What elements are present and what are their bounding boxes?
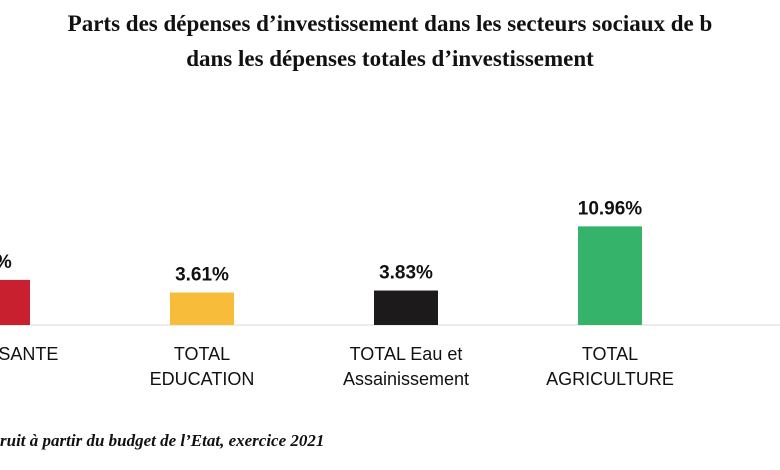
bar-1 (170, 292, 234, 325)
category-label-2-line-1: Assainissement (343, 369, 469, 389)
bar-3 (578, 226, 642, 325)
category-label-1-line-1: EDUCATION (150, 369, 255, 389)
category-label-0-line-0: TOTAL SANTE (0, 344, 58, 364)
bar-0 (0, 279, 30, 325)
category-label-3-line-1: AGRICULTURE (546, 369, 674, 389)
data-label-3: 10.96% (578, 198, 643, 219)
data-label-1: 3.61% (175, 265, 229, 286)
category-label-2-line-0: TOTAL Eau et (350, 344, 463, 364)
data-label-2: 3.83% (379, 263, 433, 284)
chart-title-line-2: dans les dépenses totales d’investisseme… (186, 46, 594, 71)
data-label-0: 1% (0, 252, 12, 273)
source-note: ruit à partir du budget de l’Etat, exerc… (0, 431, 324, 450)
category-label-3-line-0: TOTAL (582, 344, 638, 364)
bar-2 (374, 290, 438, 325)
bars-group: 1% TOTAL SANTE 3.61% TOTAL EDUCATION 3.83% TOT… (0, 198, 674, 389)
chart-title-line-1: Parts des dépenses d’investissement dans… (68, 11, 713, 36)
category-label-1-line-0: TOTAL (174, 344, 230, 364)
